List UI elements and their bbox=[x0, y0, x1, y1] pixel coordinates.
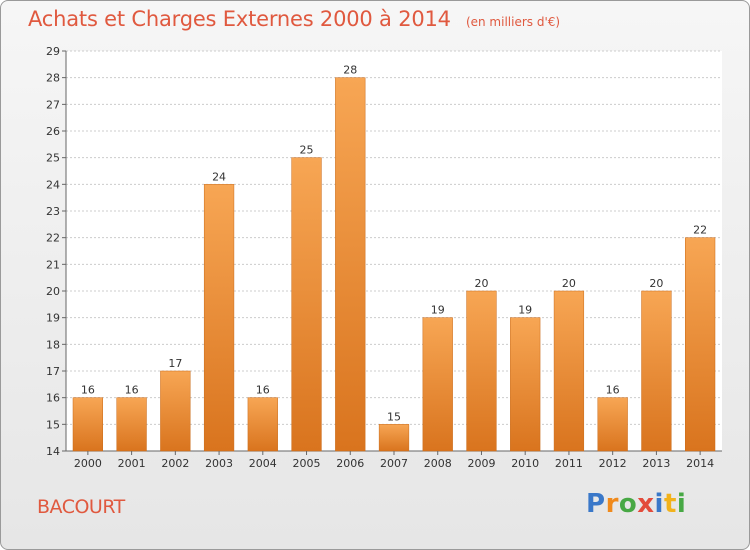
y-tick-label: 20 bbox=[46, 285, 60, 298]
x-tick-label: 2000 bbox=[74, 457, 102, 470]
bar bbox=[510, 317, 541, 452]
data-label: 20 bbox=[474, 277, 488, 290]
bar bbox=[378, 424, 410, 452]
y-tick-label: 24 bbox=[46, 178, 60, 191]
bar bbox=[641, 290, 672, 452]
bar bbox=[160, 370, 191, 452]
x-tick-label: 2010 bbox=[511, 457, 539, 470]
logo-letter: i bbox=[654, 489, 664, 519]
y-tick-label: 19 bbox=[46, 312, 60, 325]
logo-letter: x bbox=[637, 489, 655, 519]
bar bbox=[291, 157, 322, 452]
bar bbox=[466, 290, 497, 452]
y-tick-label: 18 bbox=[46, 338, 60, 351]
title-text: Achats et Charges Externes 2000 à 2014 bbox=[28, 7, 451, 31]
y-tick-label: 14 bbox=[46, 445, 60, 458]
bar bbox=[203, 184, 235, 452]
x-tick-label: 2003 bbox=[205, 457, 233, 470]
chart-title: Achats et Charges Externes 2000 à 2014 (… bbox=[28, 7, 560, 31]
y-tick-label: 29 bbox=[46, 45, 60, 58]
data-label: 16 bbox=[606, 384, 620, 397]
bar bbox=[685, 237, 716, 452]
data-label: 15 bbox=[387, 410, 401, 423]
bar bbox=[72, 397, 103, 452]
x-tick-label: 2005 bbox=[293, 457, 321, 470]
y-tick-label: 15 bbox=[46, 418, 60, 431]
data-label: 16 bbox=[125, 384, 139, 397]
bar bbox=[116, 397, 147, 452]
y-tick-label: 17 bbox=[46, 365, 60, 378]
logo-letter: i bbox=[676, 489, 687, 519]
bar bbox=[335, 77, 366, 452]
y-tick-label: 27 bbox=[46, 98, 60, 111]
data-label: 16 bbox=[256, 384, 270, 397]
x-tick-label: 2008 bbox=[424, 457, 452, 470]
y-tick-label: 16 bbox=[46, 392, 60, 405]
bar bbox=[597, 397, 628, 452]
x-tick-label: 2012 bbox=[599, 457, 627, 470]
logo-letter: o bbox=[618, 489, 638, 519]
logo-letter: r bbox=[605, 489, 619, 519]
x-tick-label: 2001 bbox=[118, 457, 146, 470]
logo-letter: t bbox=[663, 489, 677, 519]
x-tick-label: 2014 bbox=[686, 457, 714, 470]
data-label: 20 bbox=[562, 277, 576, 290]
data-label: 28 bbox=[343, 64, 357, 77]
commune-name: BACOURT bbox=[37, 496, 125, 518]
proxiti-logo: Proxiti bbox=[586, 489, 686, 519]
data-label: 24 bbox=[212, 170, 226, 183]
data-label: 17 bbox=[168, 357, 182, 370]
y-tick-label: 26 bbox=[46, 125, 60, 138]
x-tick-label: 2002 bbox=[161, 457, 189, 470]
data-label: 22 bbox=[693, 224, 707, 237]
data-label: 16 bbox=[81, 384, 95, 397]
y-tick-label: 22 bbox=[46, 232, 60, 245]
x-tick-label: 2011 bbox=[555, 457, 583, 470]
data-label: 19 bbox=[518, 304, 532, 317]
bar bbox=[422, 317, 453, 452]
y-tick-label: 21 bbox=[46, 258, 60, 271]
x-tick-label: 2009 bbox=[467, 457, 495, 470]
x-tick-label: 2006 bbox=[336, 457, 364, 470]
y-tick-label: 28 bbox=[46, 72, 60, 85]
bar bbox=[553, 290, 585, 452]
data-label: 20 bbox=[649, 277, 663, 290]
x-tick-label: 2004 bbox=[249, 457, 277, 470]
y-tick-label: 25 bbox=[46, 152, 60, 165]
bar bbox=[247, 397, 278, 452]
data-label: 25 bbox=[300, 144, 314, 157]
x-tick-label: 2007 bbox=[380, 457, 408, 470]
subtitle-text: (en milliers d'€) bbox=[465, 15, 561, 29]
y-tick-label: 23 bbox=[46, 205, 60, 218]
logo-letter: P bbox=[586, 489, 606, 519]
x-tick-label: 2013 bbox=[642, 457, 670, 470]
data-label: 19 bbox=[431, 304, 445, 317]
